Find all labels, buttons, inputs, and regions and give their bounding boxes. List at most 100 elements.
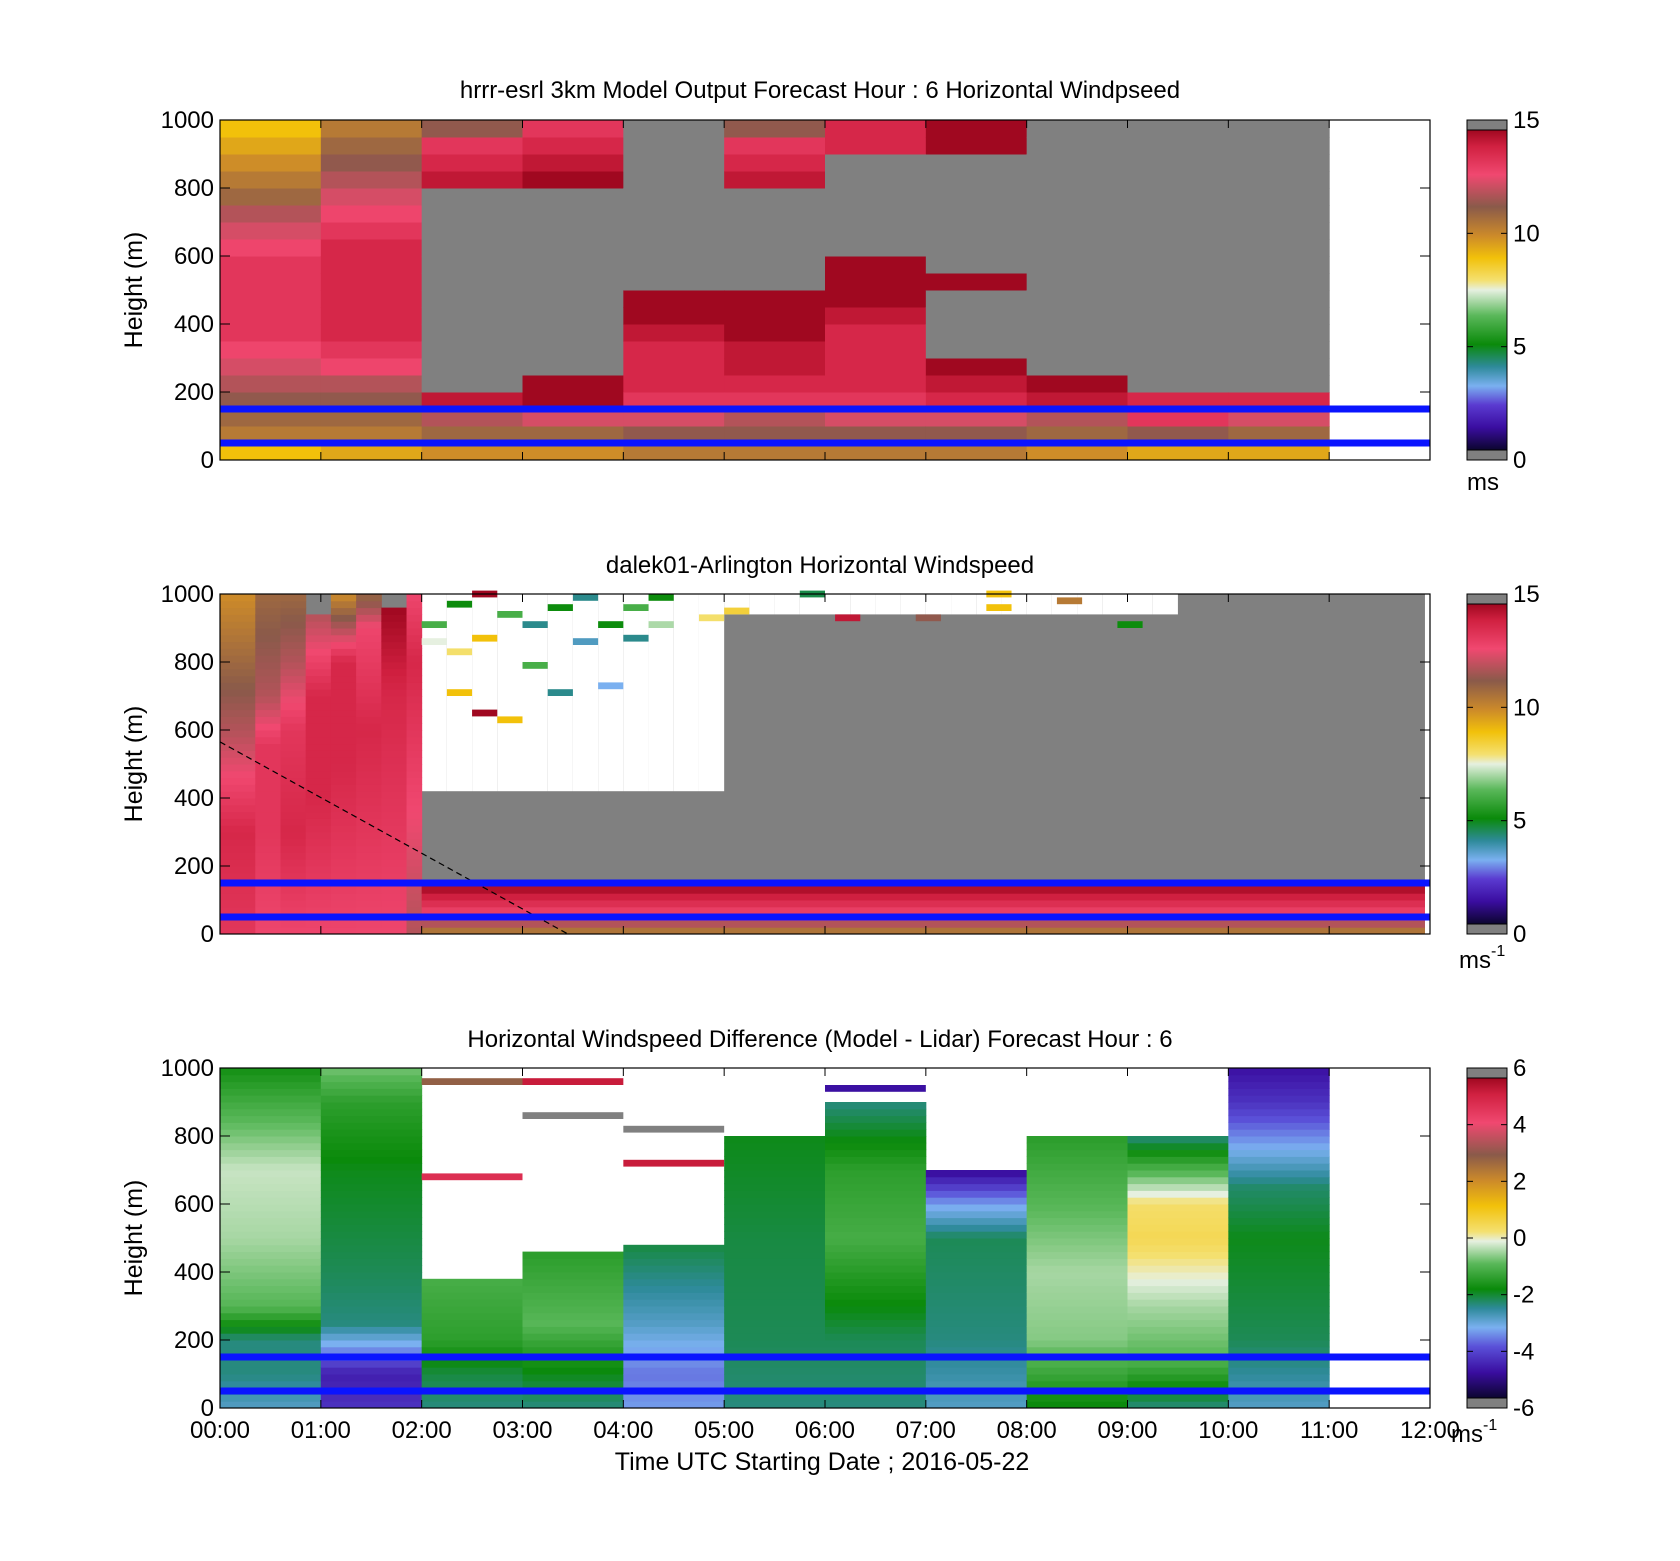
heatmap-cell [280,607,307,615]
heatmap-cell [1228,1108,1330,1117]
heatmap-cell [825,1265,927,1273]
heatmap-cell [220,426,322,444]
heatmap-cell [305,764,332,772]
heatmap-cell [925,1292,1028,1300]
heatmap-cell [381,886,408,894]
heatmap-cell [280,621,307,629]
heatmap-cell [825,1210,927,1219]
heatmap-cell [623,171,725,189]
heatmap-cell [522,239,624,257]
heatmap-cell [356,628,382,636]
colorbar-tick-label: -6 [1513,1395,1534,1422]
heatmap-cell [421,307,523,325]
heatmap-cell [572,638,599,645]
heatmap-cell [1127,1380,1229,1389]
heatmap-cell [825,1170,927,1178]
heatmap-cell [305,682,332,690]
heatmap-cell [220,798,256,806]
heatmap-cell [220,1108,322,1117]
heatmap-cell [648,621,674,628]
heatmap-cell [255,696,281,704]
colorbar-gradient [1466,603,1508,925]
y-tick-label: 600 [174,1191,214,1218]
heatmap-cell [381,730,408,738]
heatmap-cell [330,764,357,772]
heatmap-cell [406,750,423,758]
heatmap-cell [381,906,408,915]
heatmap-cell [925,205,1028,223]
panel-title: hrrr-esrl 3km Model Output Forecast Hour… [460,77,1180,104]
heatmap-cell [320,1360,423,1368]
heatmap-cell [305,893,332,901]
heatmap-cell [356,920,382,928]
heatmap-cell [220,1224,322,1232]
heatmap-cell [825,1183,927,1191]
heatmap-cell [1026,375,1128,393]
heatmap-cell [1026,137,1128,155]
heatmap-cell [320,1312,423,1321]
heatmap-cell [825,1401,927,1409]
heatmap-cell [421,120,523,138]
heatmap-cell [330,900,357,908]
heatmap-cell [305,906,332,915]
colorbar-units: ms [1459,947,1491,974]
heatmap-cell [1228,1299,1330,1307]
heatmap-cell [320,1299,423,1307]
heatmap-cell [421,906,1425,915]
heatmap-cell [825,443,927,461]
heatmap-cell [280,927,307,935]
heatmap-cell [1026,1367,1128,1375]
heatmap-cell [421,239,523,257]
heatmap-cell [623,137,725,155]
y-tick-label: 0 [201,1395,214,1422]
heatmap-cell [1127,1217,1229,1225]
heatmap-cell [255,655,281,663]
heatmap-cell [280,777,307,785]
heatmap-cell [305,832,332,840]
no-data-cell [472,594,498,792]
heatmap-cell [280,845,307,853]
heatmap-cell [220,1360,322,1368]
heatmap-cell [381,893,408,901]
heatmap-cell [1127,290,1229,308]
heatmap-cell [1026,341,1128,359]
y-tick-label: 0 [201,921,214,948]
heatmap-cell [255,594,281,602]
heatmap-cell [255,641,281,649]
heatmap-cell [330,648,357,656]
y-axis-ticks: 0 200 400 600 800 1000 [161,1055,1430,1422]
heatmap-cell [825,1224,927,1232]
heatmap-cell [1228,1285,1330,1293]
heatmap-cell [356,791,382,799]
heatmap-cell [522,1380,624,1389]
heatmap-cell [220,1292,322,1300]
heatmap-cell [220,1170,322,1178]
heatmap-cell [320,1163,423,1171]
heatmap-cell [825,1272,927,1280]
x-tick-label: 09:00 [1097,1417,1157,1444]
heatmap-cell [280,662,307,670]
heatmap-cell [825,426,927,444]
heatmap-cell [381,675,408,683]
heatmap-cell [421,621,447,628]
heatmap-cell [623,1340,725,1348]
heatmap-cell [356,757,382,765]
heatmap-cell [825,1149,927,1157]
heatmap-cell [220,614,256,622]
heatmap-cell [220,886,256,894]
heatmap-cell [1127,1258,1229,1266]
y-tick-label: 600 [174,717,214,744]
heatmap-cell [623,1306,725,1314]
heatmap-cell [421,409,523,427]
heatmap-cell [255,607,281,615]
heatmap-cell [255,866,281,874]
heatmap-cell [356,872,382,881]
heatmap-cell [1127,1360,1229,1368]
heatmap-cell [220,866,256,874]
heatmap-cell [255,886,281,894]
heatmap-cell [1026,1380,1128,1389]
no-data-cell [799,594,825,615]
heatmap-cell [356,927,382,935]
heatmap-cell [255,736,281,745]
heatmap-cell [1228,1265,1330,1273]
